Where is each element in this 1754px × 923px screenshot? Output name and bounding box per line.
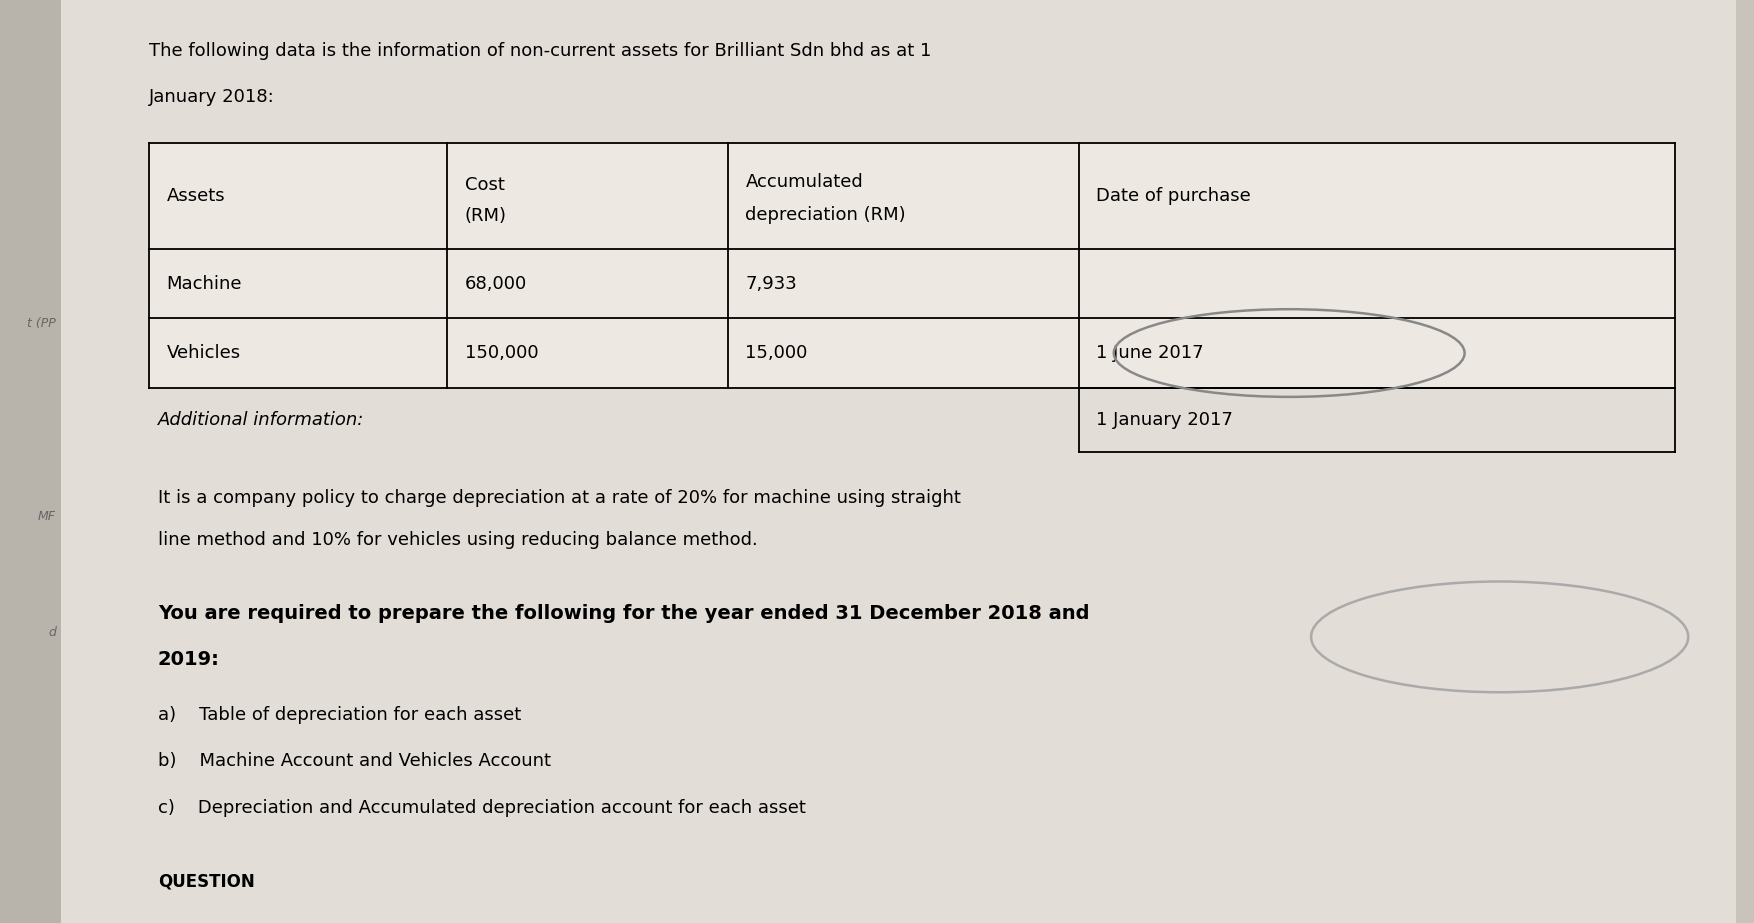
Text: QUESTION: QUESTION xyxy=(158,872,254,891)
Text: 2019:: 2019: xyxy=(158,651,219,669)
Text: MF: MF xyxy=(39,510,56,523)
Text: line method and 10% for vehicles using reducing balance method.: line method and 10% for vehicles using r… xyxy=(158,531,758,549)
Text: a)    Table of depreciation for each asset: a) Table of depreciation for each asset xyxy=(158,706,521,725)
Text: 150,000: 150,000 xyxy=(465,344,538,362)
Text: depreciation (RM): depreciation (RM) xyxy=(745,206,907,223)
Text: Vehicles: Vehicles xyxy=(167,344,240,362)
FancyBboxPatch shape xyxy=(0,0,61,923)
Text: Cost: Cost xyxy=(465,176,505,194)
Text: The following data is the information of non-current assets for Brilliant Sdn bh: The following data is the information of… xyxy=(149,42,931,60)
Text: c)    Depreciation and Accumulated depreciation account for each asset: c) Depreciation and Accumulated deprecia… xyxy=(158,798,805,817)
Text: 7,933: 7,933 xyxy=(745,275,798,293)
Text: b)    Machine Account and Vehicles Account: b) Machine Account and Vehicles Account xyxy=(158,752,551,771)
Text: January 2018:: January 2018: xyxy=(149,88,275,106)
Text: t (PP: t (PP xyxy=(28,317,56,330)
Text: (RM): (RM) xyxy=(465,208,507,225)
Text: 15,000: 15,000 xyxy=(745,344,809,362)
Bar xyxy=(149,143,1675,388)
Text: It is a company policy to charge depreciation at a rate of 20% for machine using: It is a company policy to charge depreci… xyxy=(158,489,961,508)
Text: d: d xyxy=(49,626,56,639)
Text: You are required to prepare the following for the year ended 31 December 2018 an: You are required to prepare the followin… xyxy=(158,605,1089,623)
Text: Assets: Assets xyxy=(167,187,225,205)
Text: Date of purchase: Date of purchase xyxy=(1096,187,1251,205)
Text: Additional information:: Additional information: xyxy=(158,411,365,429)
Text: 1 January 2017: 1 January 2017 xyxy=(1096,411,1233,429)
Text: Machine: Machine xyxy=(167,275,242,293)
Text: 68,000: 68,000 xyxy=(465,275,526,293)
FancyBboxPatch shape xyxy=(61,0,1736,923)
Text: 1 June 2017: 1 June 2017 xyxy=(1096,344,1203,362)
Text: Accumulated: Accumulated xyxy=(745,174,863,191)
